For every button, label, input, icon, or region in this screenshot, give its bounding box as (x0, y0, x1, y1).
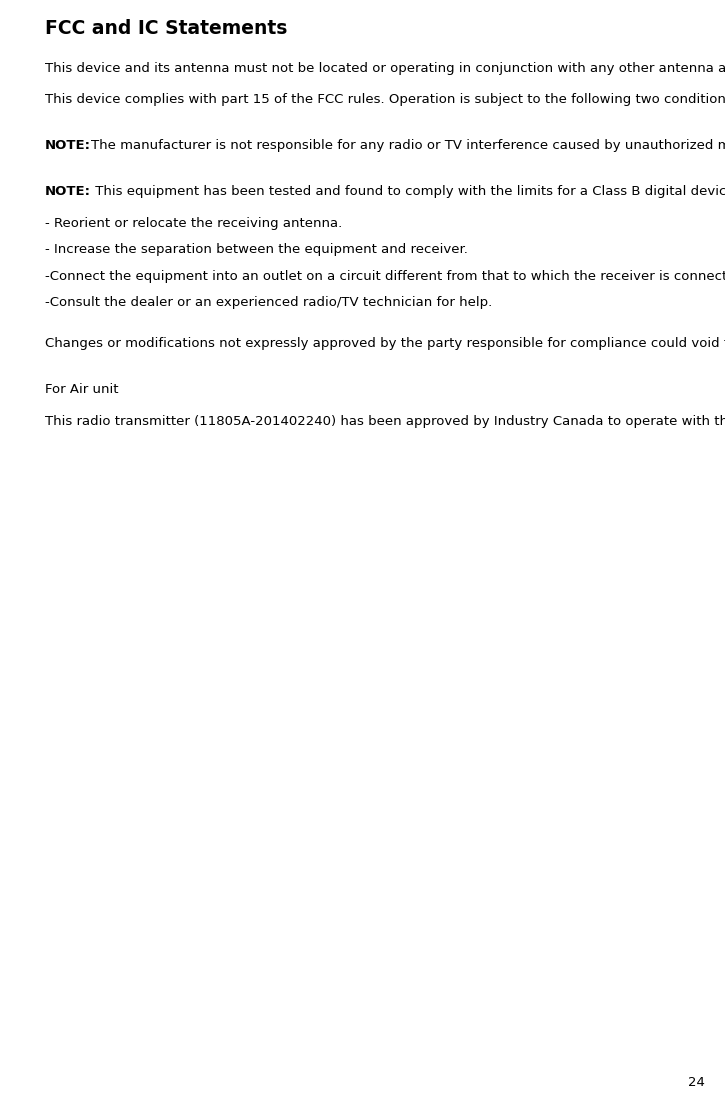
Text: -Connect the equipment into an outlet on a circuit different from that to which : -Connect the equipment into an outlet on… (45, 270, 725, 283)
Text: NOTE:: NOTE: (45, 185, 91, 198)
Text: - Increase the separation between the equipment and receiver.: - Increase the separation between the eq… (45, 243, 468, 256)
Text: NOTE:: NOTE: (45, 139, 91, 153)
Text: - Reorient or relocate the receiving antenna.: - Reorient or relocate the receiving ant… (45, 216, 342, 229)
Text: 24: 24 (688, 1076, 705, 1089)
Text: The manufacturer is not responsible for any radio or TV interference caused by u: The manufacturer is not responsible for … (91, 139, 725, 153)
Text: This radio transmitter (11805A-201402240) has been approved by Industry Canada t: This radio transmitter (11805A-201402240… (45, 414, 725, 428)
Text: This device complies with part 15 of the FCC rules. Operation is subject to the : This device complies with part 15 of the… (45, 92, 725, 106)
Text: -Consult the dealer or an experienced radio/TV technician for help.: -Consult the dealer or an experienced ra… (45, 296, 492, 310)
Text: This device and its antenna must not be located or operating in conjunction with: This device and its antenna must not be … (45, 61, 725, 75)
Text: For Air unit: For Air unit (45, 383, 118, 397)
Text: This equipment has been tested and found to comply with the limits for a Class B: This equipment has been tested and found… (91, 185, 725, 198)
Text: Changes or modifications not expressly approved by the party responsible for com: Changes or modifications not expressly a… (45, 338, 725, 350)
Text: FCC and IC Statements: FCC and IC Statements (45, 19, 287, 38)
